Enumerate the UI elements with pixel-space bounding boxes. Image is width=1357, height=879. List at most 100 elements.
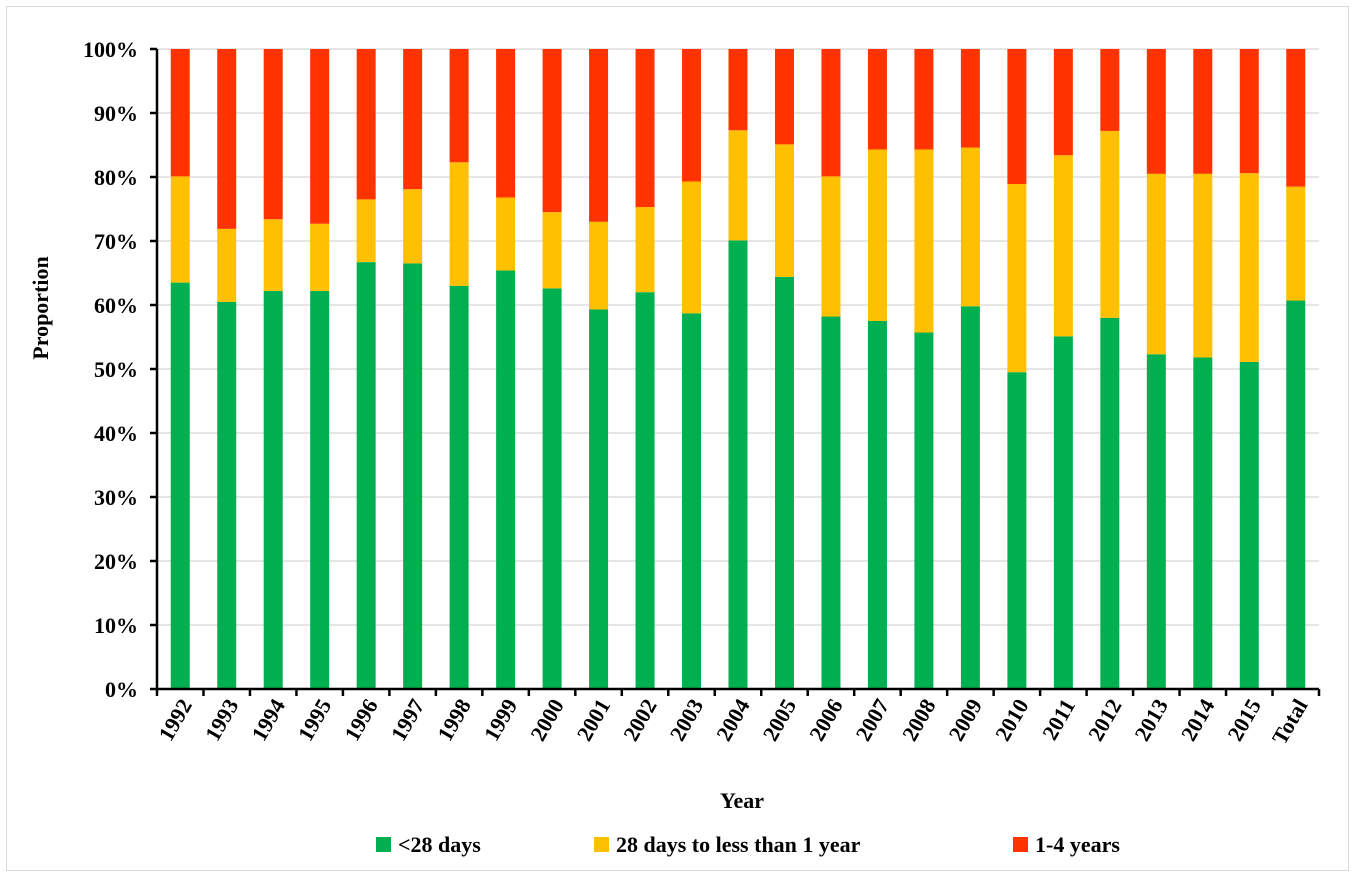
bar-segment bbox=[310, 290, 330, 689]
bar-segment bbox=[1007, 49, 1027, 185]
x-tick-label: 2005 bbox=[758, 695, 802, 746]
y-tick-label: 10% bbox=[94, 613, 138, 638]
legend-swatch bbox=[376, 837, 391, 852]
bar-segment bbox=[542, 212, 562, 289]
bar-segment bbox=[449, 162, 469, 286]
bar-segment bbox=[960, 147, 980, 307]
bar-segment bbox=[263, 49, 283, 220]
bar-segment bbox=[217, 49, 237, 229]
x-tick-labels: 1992 1993 1994 1995 1996 1997 1998 1999 2000 2001… bbox=[153, 695, 1312, 749]
x-tick-label: Total bbox=[1267, 695, 1313, 749]
bar-segment bbox=[914, 149, 934, 333]
bar-segment bbox=[867, 321, 887, 689]
y-tick-labels: 0% 10% 20% 30% 40% 50% 60% 70% 80% 90% 100% bbox=[83, 37, 138, 702]
bar-segment bbox=[589, 49, 609, 222]
bar-segment bbox=[310, 223, 330, 291]
bar-segment bbox=[496, 270, 516, 689]
bar-segment bbox=[1286, 186, 1306, 301]
bar-segment bbox=[1193, 49, 1213, 174]
bar-segment bbox=[263, 290, 283, 689]
bar-segment bbox=[449, 49, 469, 163]
y-tick-label: 60% bbox=[94, 293, 138, 318]
bar-segment bbox=[1193, 173, 1213, 358]
x-tick-label: 2001 bbox=[572, 695, 616, 746]
x-tick-label: 2012 bbox=[1083, 695, 1127, 746]
y-tick-label: 20% bbox=[94, 549, 138, 574]
y-tick-label: 30% bbox=[94, 485, 138, 510]
legend: <28 days 28 days to less than 1 year 1-4 y… bbox=[376, 832, 1120, 857]
y-tick-label: 70% bbox=[94, 229, 138, 254]
bar-segment bbox=[914, 332, 934, 689]
x-tick-label: 1996 bbox=[339, 695, 383, 746]
bar-segment bbox=[867, 49, 887, 150]
bar-segment bbox=[867, 149, 887, 321]
bar-segment bbox=[682, 49, 702, 182]
bar-segment bbox=[682, 313, 702, 689]
bar-segment bbox=[774, 276, 794, 689]
bar-segment bbox=[635, 207, 655, 293]
legend-label: <28 days bbox=[398, 832, 481, 857]
x-tick-label: 1993 bbox=[200, 695, 244, 746]
bar-segment bbox=[821, 316, 841, 689]
bar-segment bbox=[1286, 49, 1306, 187]
bar-segment bbox=[914, 49, 934, 150]
bar-segment bbox=[1146, 173, 1166, 355]
x-tick-label: 2015 bbox=[1222, 695, 1266, 746]
bar-segment bbox=[496, 197, 516, 271]
bar-segment bbox=[542, 49, 562, 213]
bar-segment bbox=[1193, 357, 1213, 689]
y-tick-label: 0% bbox=[105, 677, 138, 702]
bar-segment bbox=[1100, 317, 1120, 689]
x-tick-label: 2011 bbox=[1037, 695, 1080, 745]
bar-segment bbox=[403, 263, 423, 689]
bar-segment bbox=[1007, 184, 1027, 373]
bar-segment bbox=[263, 219, 283, 291]
bar-segment bbox=[728, 240, 748, 690]
bar-segment bbox=[1007, 372, 1027, 689]
bar-segment bbox=[635, 49, 655, 208]
bar-segment bbox=[170, 282, 190, 689]
bar-segment bbox=[635, 292, 655, 689]
legend-swatch bbox=[1013, 837, 1028, 852]
y-tick-label: 50% bbox=[94, 357, 138, 382]
bar-segment bbox=[403, 189, 423, 264]
x-tick-label: 1994 bbox=[246, 695, 290, 746]
bar-segment bbox=[1100, 130, 1120, 318]
bar-segment bbox=[356, 49, 376, 200]
x-tick-label: 2009 bbox=[943, 695, 987, 746]
bar-segment bbox=[356, 262, 376, 689]
x-tick-label: 2003 bbox=[665, 695, 709, 746]
y-tick-label: 90% bbox=[94, 101, 138, 126]
bar-segment bbox=[542, 288, 562, 689]
x-tick-label: 1995 bbox=[293, 695, 337, 746]
bar-segment bbox=[217, 301, 237, 689]
bar-segment bbox=[728, 49, 748, 131]
y-tick-label: 100% bbox=[83, 37, 138, 62]
bar-segment bbox=[1100, 49, 1120, 131]
bar-segment bbox=[774, 49, 794, 145]
y-tick-label: 40% bbox=[94, 421, 138, 446]
bar-segment bbox=[728, 130, 748, 241]
x-tick-label: 2000 bbox=[525, 695, 569, 746]
bar-segment bbox=[589, 309, 609, 689]
x-tick-label: 2006 bbox=[804, 695, 848, 746]
x-tick-label: 2007 bbox=[850, 695, 894, 746]
bar-segment bbox=[1146, 354, 1166, 689]
legend-label: 1-4 years bbox=[1035, 832, 1120, 857]
x-tick-label: 2014 bbox=[1176, 695, 1220, 746]
bar-segment bbox=[496, 49, 516, 198]
bars bbox=[170, 49, 1306, 690]
x-tick-label: 2002 bbox=[618, 695, 662, 746]
bar-segment bbox=[821, 176, 841, 317]
x-tick-label: 2010 bbox=[990, 695, 1034, 746]
bar-segment bbox=[217, 228, 237, 302]
bar-segment bbox=[1053, 49, 1073, 156]
x-tick-label: 2008 bbox=[897, 695, 941, 746]
x-tick-label: 2004 bbox=[711, 695, 755, 746]
bar-segment bbox=[449, 285, 469, 689]
bar-segment bbox=[403, 49, 423, 190]
x-tick-label: 2013 bbox=[1129, 695, 1173, 746]
bar-segment bbox=[960, 306, 980, 689]
bar-segment bbox=[170, 176, 190, 283]
x-tick-label: 1998 bbox=[432, 695, 476, 746]
